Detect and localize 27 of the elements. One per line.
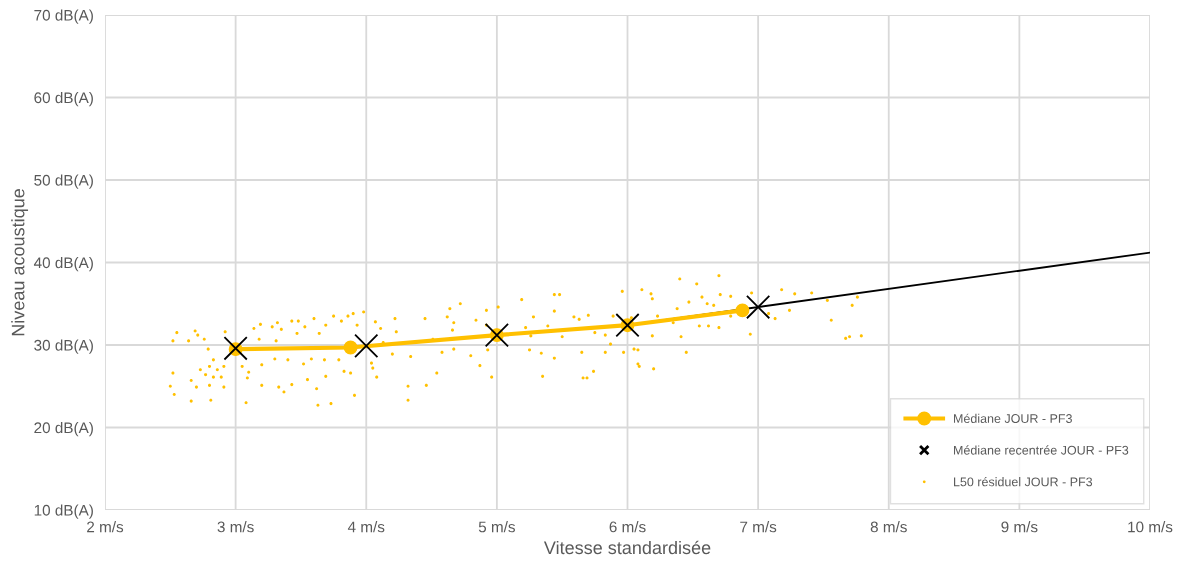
- y-axis-title: Niveau acoustique: [11, 189, 29, 336]
- legend-label: Médiane recentrée JOUR - PF3: [954, 445, 1129, 455]
- y-tick-label: 40 dB(A): [33, 256, 93, 272]
- point: [484, 322, 509, 348]
- point: [735, 303, 750, 318]
- y-tick-label: 60 dB(A): [34, 91, 93, 107]
- point: [223, 336, 248, 361]
- point: [746, 294, 771, 320]
- y-tick-label: 20 dB(A): [34, 421, 93, 437]
- x-tick-label: 9 m/s: [1001, 521, 1038, 533]
- x-tick-label: 7 m/s: [740, 521, 777, 533]
- legend-label: Médiane JOUR - PF3: [954, 413, 1072, 423]
- x-axis-title: Vitesse standardisée: [543, 540, 711, 555]
- y-tick-label: 10 dB(A): [34, 504, 93, 519]
- point: [343, 340, 358, 355]
- x-tick-label: 5 m/s: [478, 521, 515, 533]
- point: [354, 333, 379, 358]
- x-tick-label: 3 m/s: [217, 521, 254, 533]
- y-tick-label: 50 dB(A): [34, 174, 93, 189]
- y-tick-label: 70 dB(A): [34, 9, 93, 24]
- x-tick-label: 6 m/s: [609, 521, 646, 533]
- x-tick-label: 4 m/s: [347, 521, 385, 533]
- y-tick-label: 30 dB(A): [34, 339, 93, 354]
- x-tick-label: 2 m/s: [87, 521, 124, 533]
- legend-label: L50 résiduel JOUR - PF3: [954, 476, 1093, 487]
- x-tick-label: 8 m/s: [870, 521, 907, 533]
- x-tick-label: 10 m/s: [1128, 521, 1173, 533]
